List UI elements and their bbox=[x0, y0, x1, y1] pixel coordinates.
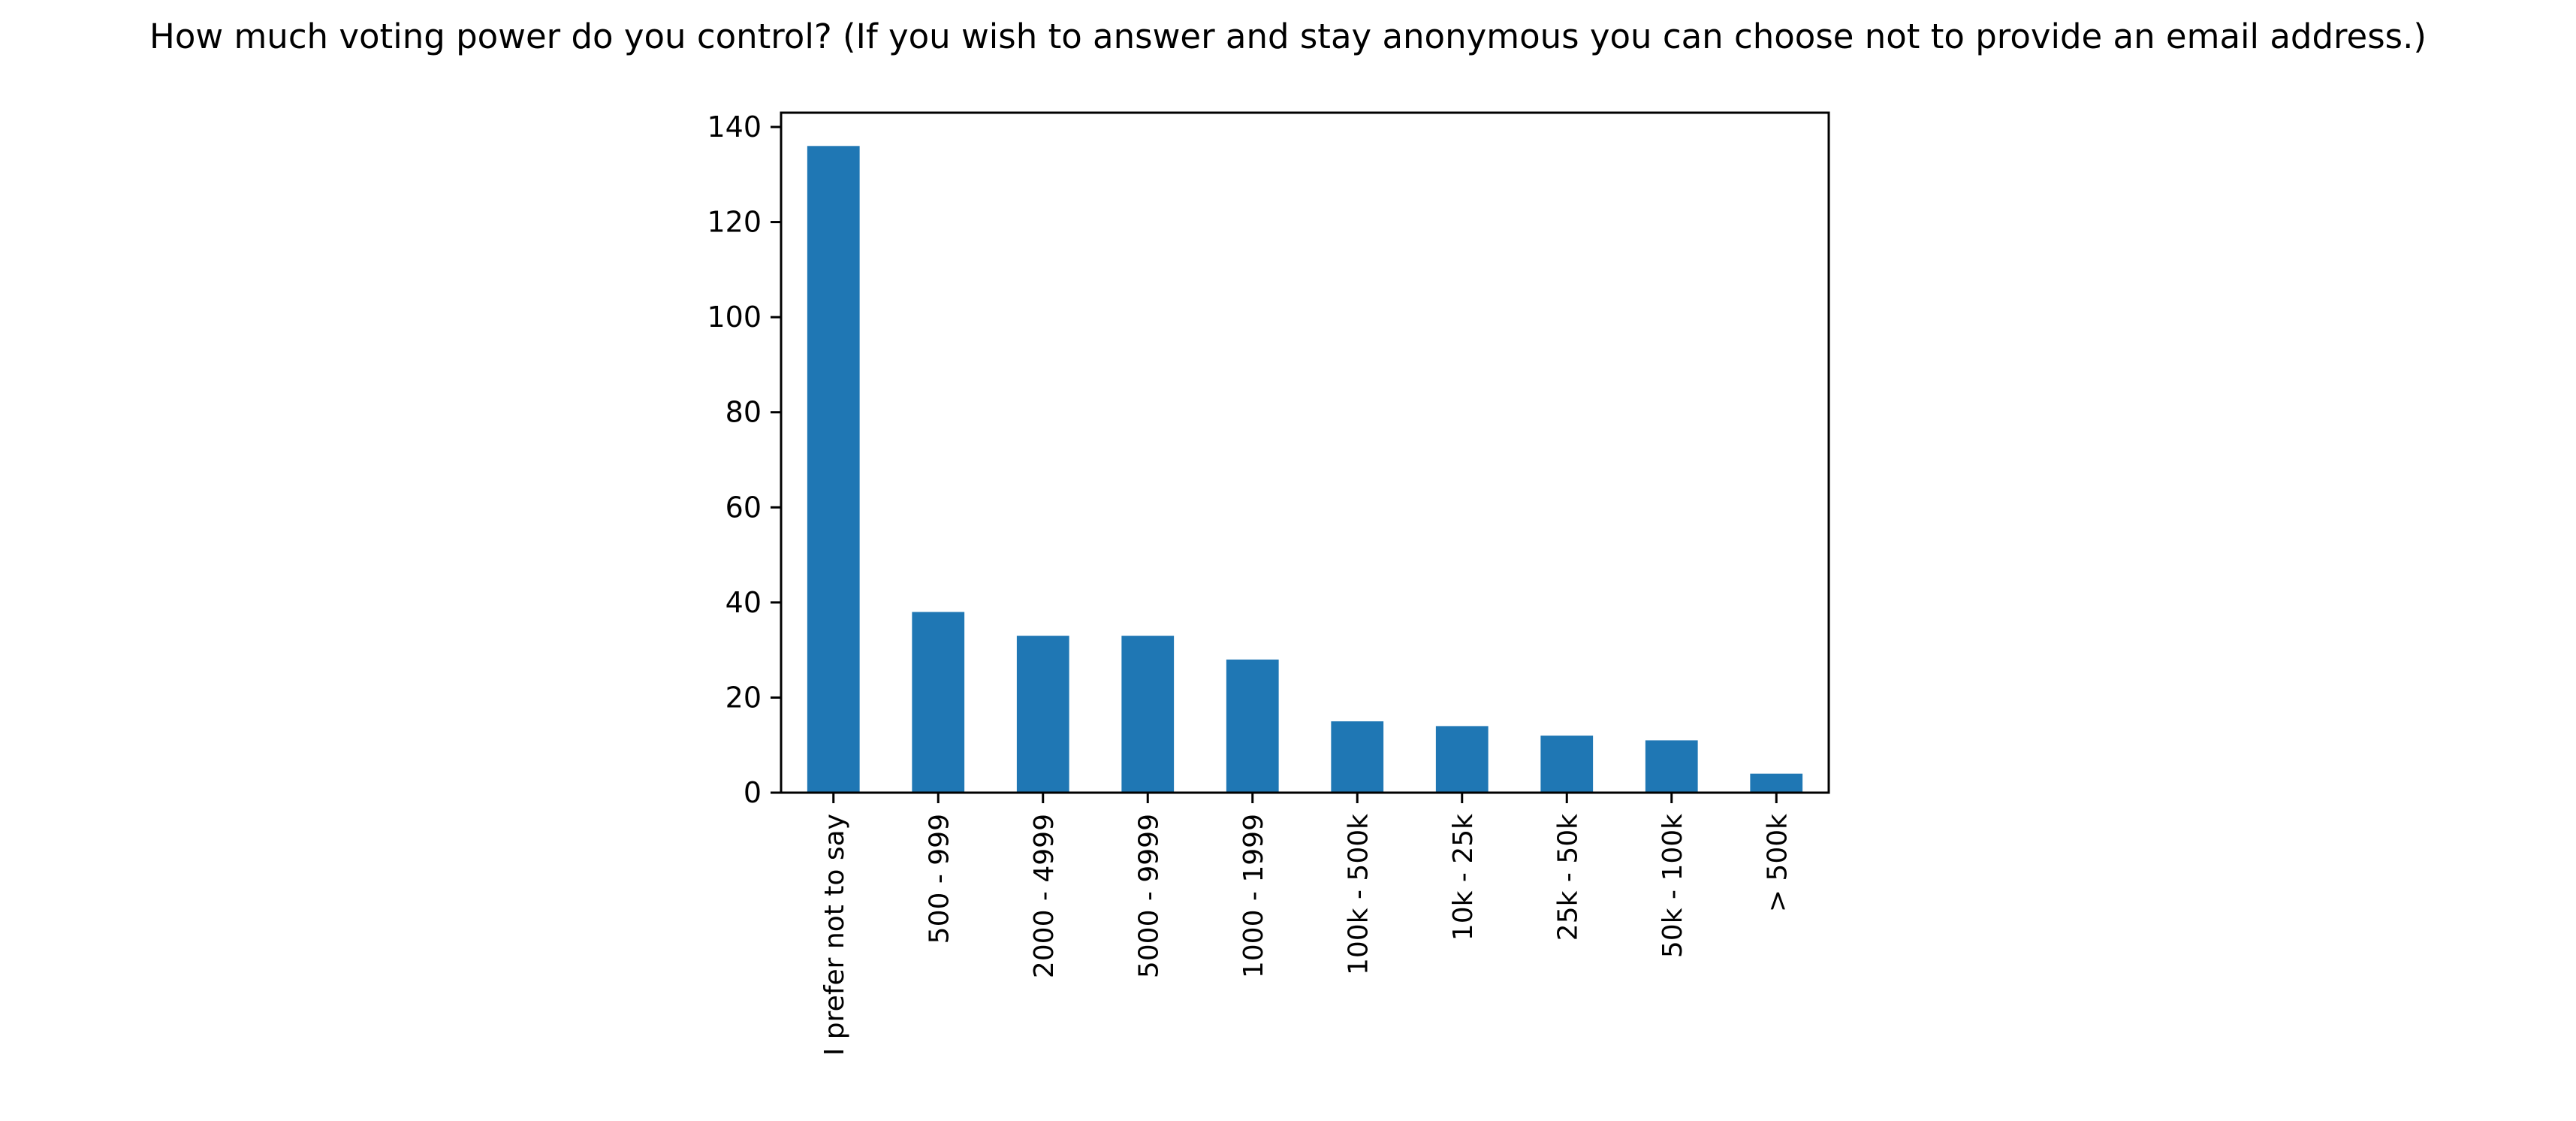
x-tick-label: 5000 - 9999 bbox=[1133, 814, 1164, 978]
x-tick-label: > 500k bbox=[1762, 814, 1793, 912]
y-axis: 0 20 40 60 80 100 120 140 bbox=[707, 110, 781, 809]
x-tick-label: 500 - 999 bbox=[924, 814, 955, 944]
y-tick-label: 40 bbox=[725, 586, 762, 619]
bar bbox=[1016, 636, 1069, 793]
chart-title: How much voting power do you control? (I… bbox=[149, 17, 2427, 56]
x-tick-label: 25k - 50k bbox=[1552, 814, 1583, 941]
bars-group bbox=[807, 146, 1803, 793]
x-tick-label: 10k - 25k bbox=[1448, 814, 1479, 941]
bar bbox=[807, 146, 860, 793]
bar bbox=[1435, 726, 1489, 793]
bar bbox=[1750, 773, 1803, 793]
y-tick-label: 120 bbox=[707, 206, 762, 239]
x-tick-label: 2000 - 4999 bbox=[1029, 814, 1060, 978]
x-tick-label: 100k - 500k bbox=[1343, 814, 1374, 975]
y-tick-label: 20 bbox=[725, 681, 762, 714]
bar bbox=[1331, 721, 1384, 793]
bar bbox=[912, 612, 965, 793]
x-axis: I prefer not to say 500 - 999 2000 - 4999 5… bbox=[819, 793, 1793, 1056]
bar bbox=[1121, 636, 1175, 793]
bar bbox=[1645, 740, 1698, 793]
plot-frame bbox=[780, 111, 1830, 794]
y-tick-label: 60 bbox=[725, 491, 762, 524]
bar bbox=[1226, 659, 1279, 793]
x-tick-label: I prefer not to say bbox=[819, 814, 850, 1056]
y-tick-label: 100 bbox=[707, 301, 762, 334]
y-tick-label: 0 bbox=[744, 776, 762, 809]
y-tick-label: 140 bbox=[707, 110, 762, 144]
bar bbox=[1540, 736, 1594, 793]
y-tick-label: 80 bbox=[725, 396, 762, 429]
x-tick-label: 50k - 100k bbox=[1658, 814, 1688, 958]
x-tick-label: 1000 - 1999 bbox=[1238, 814, 1269, 978]
